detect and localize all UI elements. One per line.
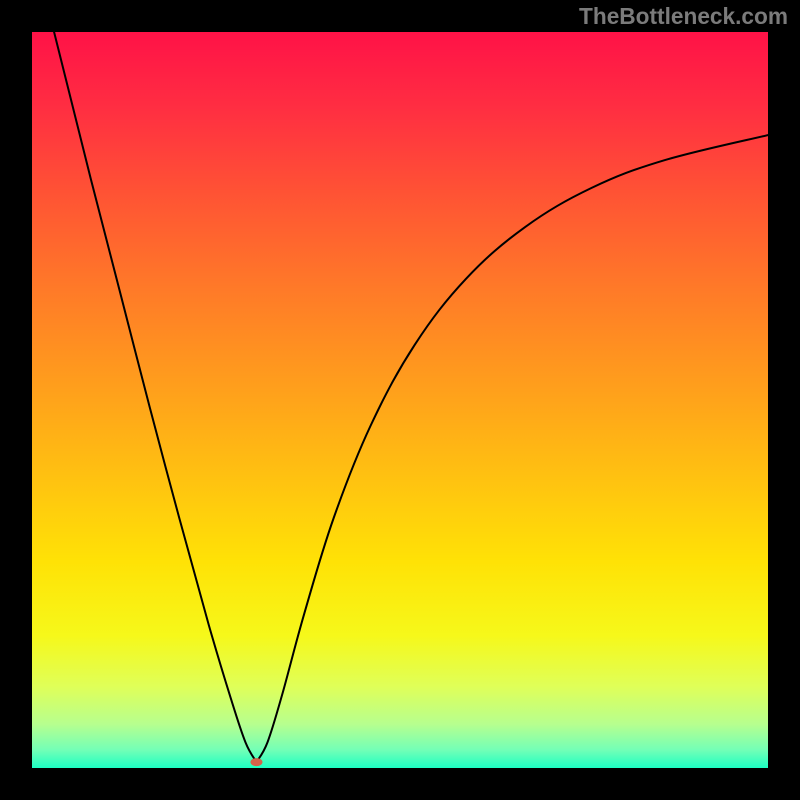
min-point-marker (250, 758, 262, 766)
stage: TheBottleneck.com (0, 0, 800, 800)
watermark-label: TheBottleneck.com (579, 3, 788, 30)
bottleneck-curve-left (54, 32, 256, 762)
plot-area (32, 32, 768, 768)
watermark-text: TheBottleneck.com (579, 0, 788, 32)
curve-layer (32, 32, 768, 768)
bottleneck-curve-right (256, 135, 768, 762)
